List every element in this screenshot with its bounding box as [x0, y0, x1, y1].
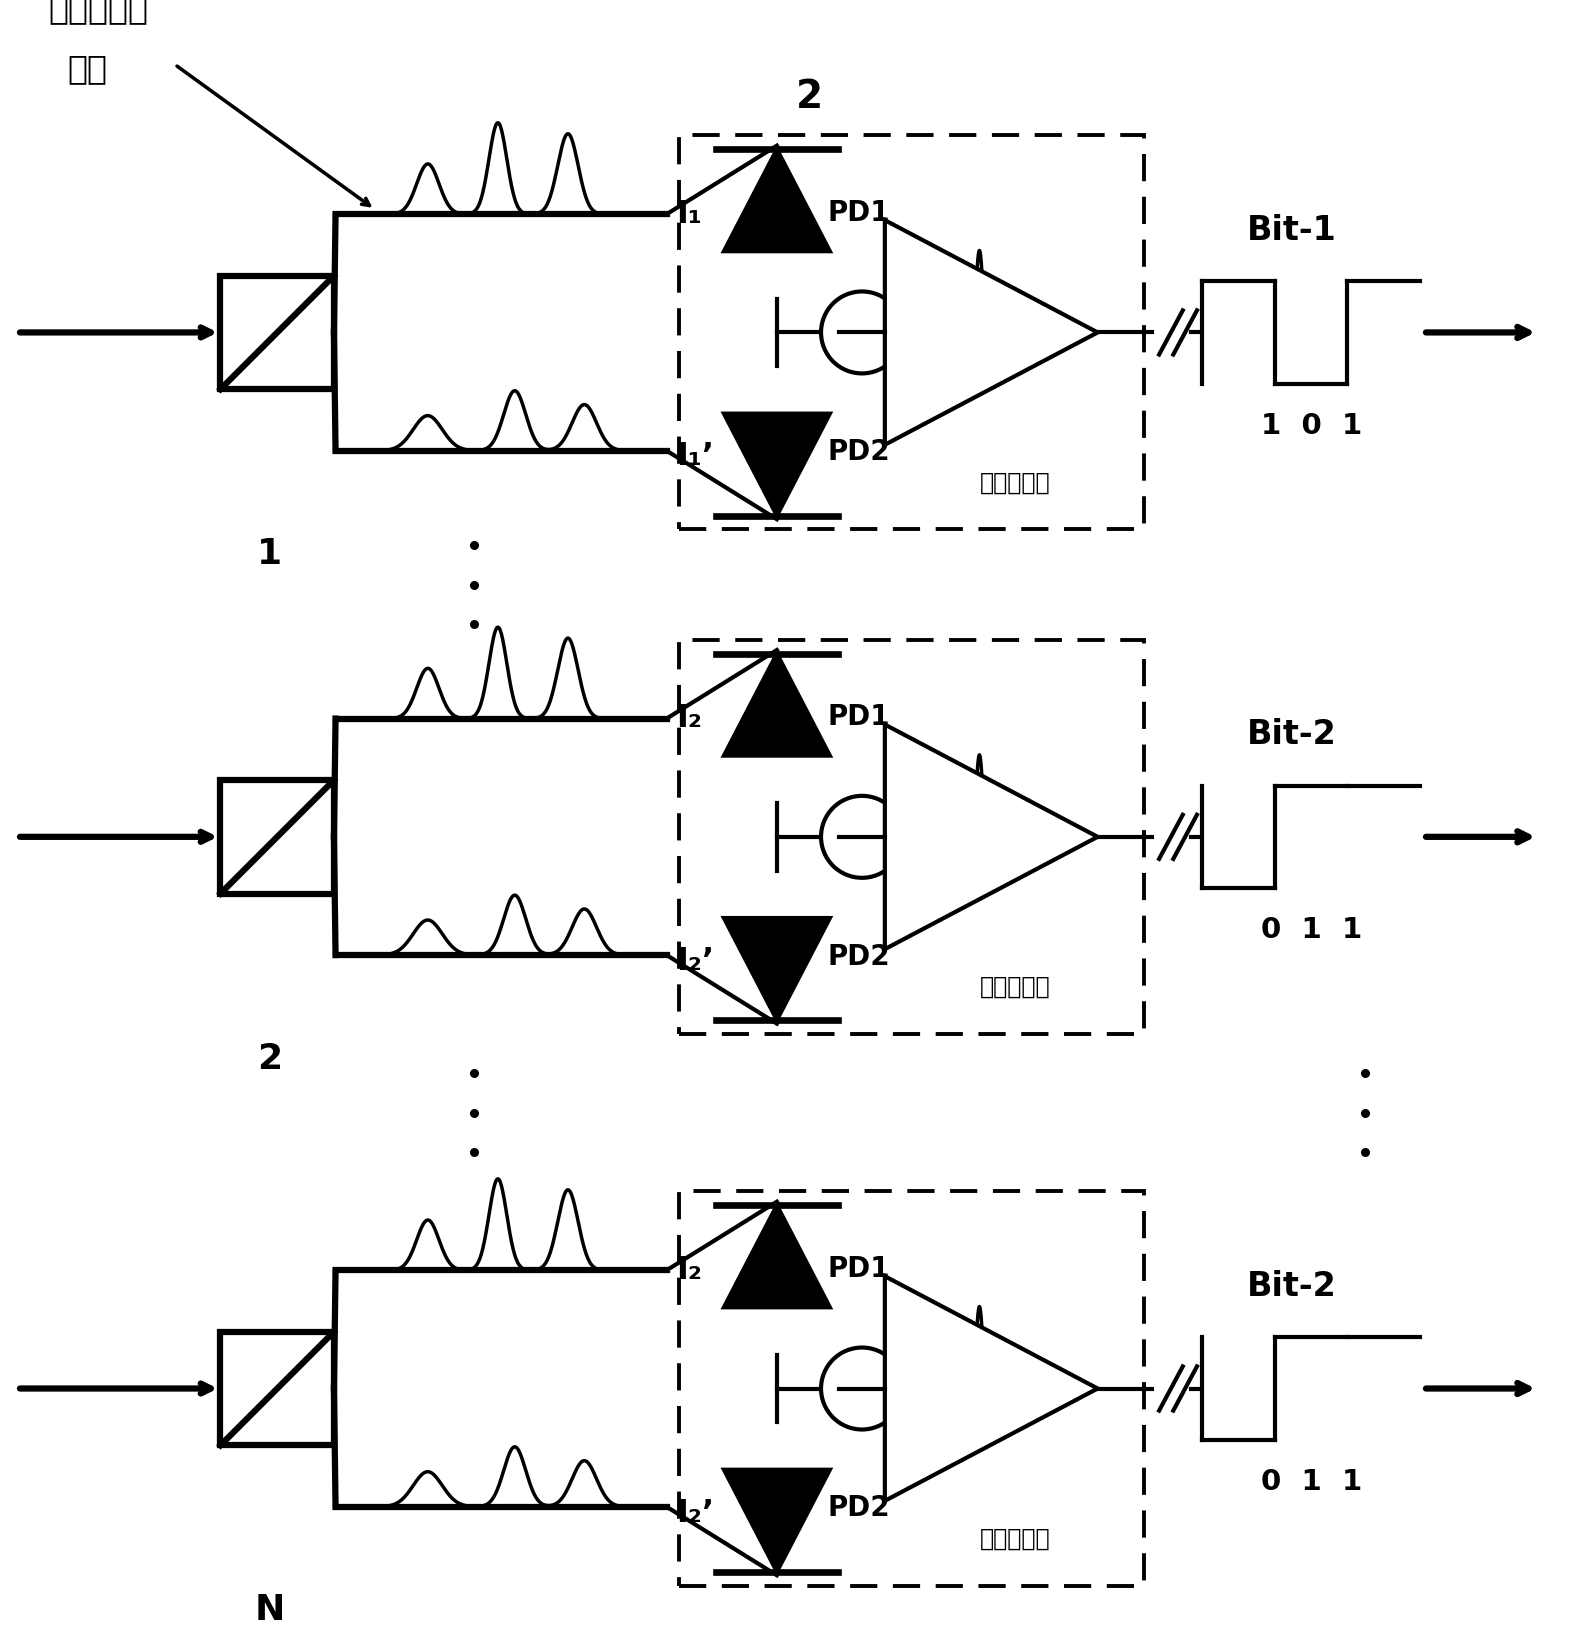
Text: PD1: PD1 — [827, 199, 891, 227]
Polygon shape — [723, 654, 831, 756]
Text: 限幅放大器: 限幅放大器 — [979, 976, 1050, 999]
Text: 1  0  1: 1 0 1 — [1260, 412, 1361, 440]
Text: I₁’: I₁’ — [676, 442, 714, 473]
Polygon shape — [723, 414, 831, 516]
Circle shape — [821, 795, 903, 877]
Circle shape — [821, 1347, 903, 1429]
Bar — [679, 1191, 1145, 1585]
Text: 输出: 输出 — [68, 53, 107, 85]
Text: PD1: PD1 — [827, 1255, 891, 1283]
Text: PD2: PD2 — [827, 943, 891, 971]
Text: N: N — [254, 1594, 284, 1628]
Text: Bit-2: Bit-2 — [1246, 718, 1336, 751]
Circle shape — [821, 291, 903, 373]
Text: PD2: PD2 — [827, 439, 891, 467]
Text: I₂: I₂ — [676, 1255, 703, 1286]
Polygon shape — [723, 918, 831, 1020]
Polygon shape — [723, 150, 831, 251]
Text: 限幅放大器: 限幅放大器 — [979, 472, 1050, 495]
Text: PD2: PD2 — [827, 1493, 891, 1523]
Text: I₂: I₂ — [676, 703, 703, 734]
Text: 2: 2 — [257, 1042, 283, 1076]
Bar — [221, 780, 335, 894]
Text: 差分光信号: 差分光信号 — [49, 0, 148, 25]
Text: I₁: I₁ — [676, 199, 701, 230]
Text: I₂’: I₂’ — [676, 1497, 714, 1528]
Bar — [221, 276, 335, 389]
Bar — [679, 135, 1145, 529]
Text: 2: 2 — [796, 79, 823, 117]
Text: 0  1  1: 0 1 1 — [1260, 1469, 1361, 1497]
Polygon shape — [884, 725, 1097, 950]
Text: I₂’: I₂’ — [676, 946, 714, 978]
Text: PD1: PD1 — [827, 703, 891, 731]
Polygon shape — [884, 1277, 1097, 1500]
Polygon shape — [723, 1470, 831, 1572]
Polygon shape — [884, 220, 1097, 445]
Bar — [679, 639, 1145, 1033]
Text: 0  1  1: 0 1 1 — [1260, 917, 1361, 945]
Text: Bit-1: Bit-1 — [1246, 214, 1336, 246]
Text: 1: 1 — [257, 537, 283, 572]
Polygon shape — [723, 1206, 831, 1308]
Text: 限幅放大器: 限幅放大器 — [979, 1526, 1050, 1551]
Text: Bit-2: Bit-2 — [1246, 1270, 1336, 1303]
Bar — [221, 1332, 335, 1446]
